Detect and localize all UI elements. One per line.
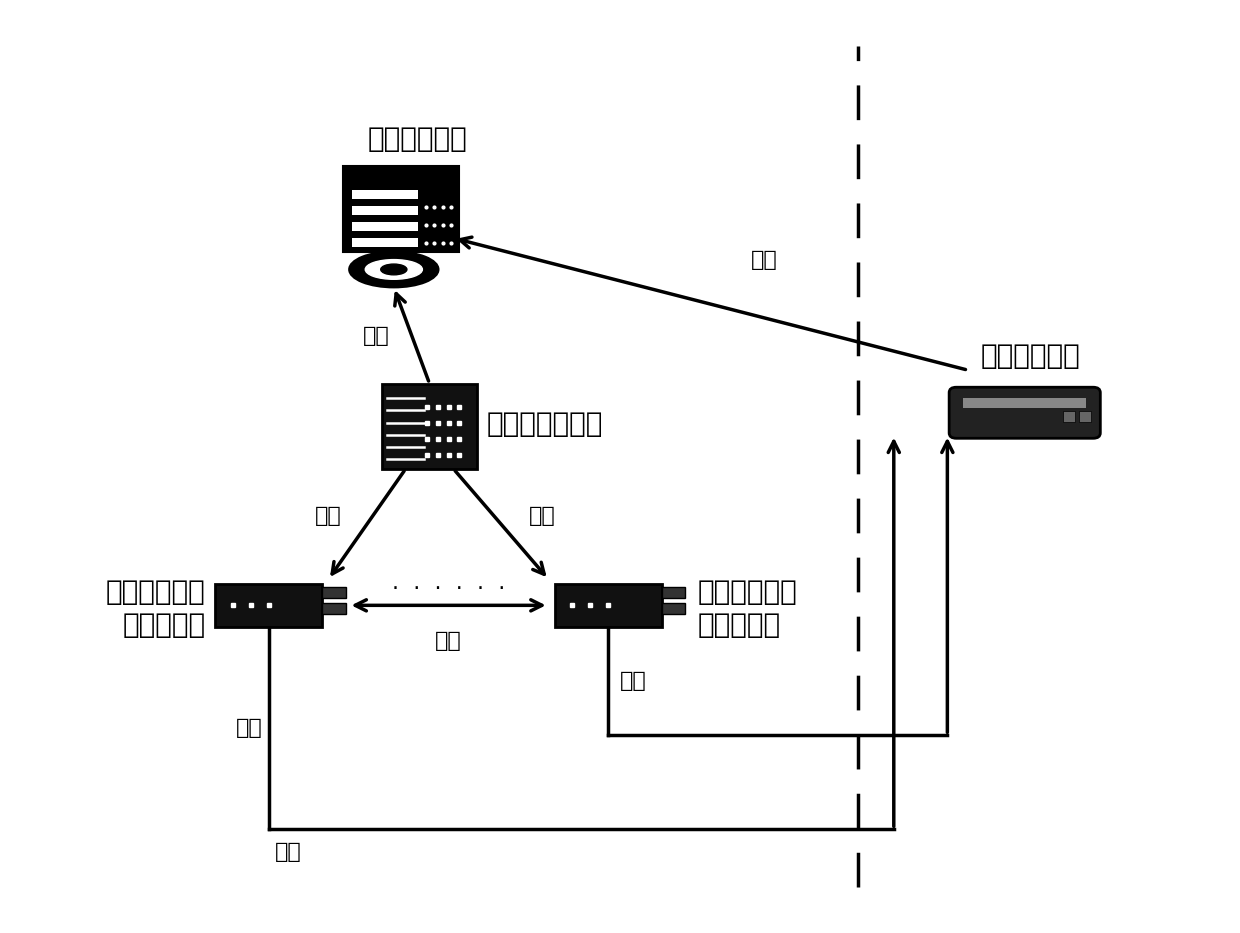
Bar: [554, 584, 662, 627]
Text: 电缆: 电缆: [315, 506, 342, 525]
Bar: [662, 587, 686, 598]
Text: 系统仿真平台: 系统仿真平台: [368, 125, 467, 153]
Bar: [342, 166, 459, 252]
FancyBboxPatch shape: [949, 387, 1100, 439]
Text: 光纤: 光纤: [620, 671, 647, 691]
Bar: [352, 222, 418, 231]
Bar: [1079, 411, 1091, 422]
Text: 通信接口装置: 通信接口装置: [981, 342, 1080, 370]
Ellipse shape: [366, 259, 423, 279]
Text: （智能站）: （智能站）: [697, 611, 780, 639]
Bar: [322, 587, 346, 598]
Bar: [352, 189, 418, 199]
Text: 光纤: 光纤: [236, 718, 263, 738]
Text: 光纤: 光纤: [275, 842, 301, 862]
Text: 光纤: 光纤: [529, 506, 556, 525]
Bar: [1064, 411, 1075, 422]
Bar: [216, 584, 322, 627]
Ellipse shape: [350, 252, 439, 287]
Bar: [963, 397, 1086, 409]
Text: 网线: 网线: [362, 326, 389, 345]
Bar: [352, 206, 418, 215]
Bar: [352, 238, 418, 247]
Bar: [662, 603, 686, 614]
Text: 系统保护装置: 系统保护装置: [697, 578, 797, 606]
Text: 光纤: 光纤: [435, 631, 463, 651]
Text: 保护装置测试仪: 保护装置测试仪: [486, 411, 603, 439]
Text: 系统保护装置: 系统保护装置: [105, 578, 206, 606]
Text: 网线: 网线: [751, 250, 777, 271]
Text: （传统站）: （传统站）: [123, 611, 206, 639]
Ellipse shape: [381, 264, 407, 275]
Text: ·  ·  ·  ·  ·  ·: · · · · · ·: [392, 579, 505, 599]
Bar: [382, 383, 477, 468]
Bar: [322, 603, 346, 614]
